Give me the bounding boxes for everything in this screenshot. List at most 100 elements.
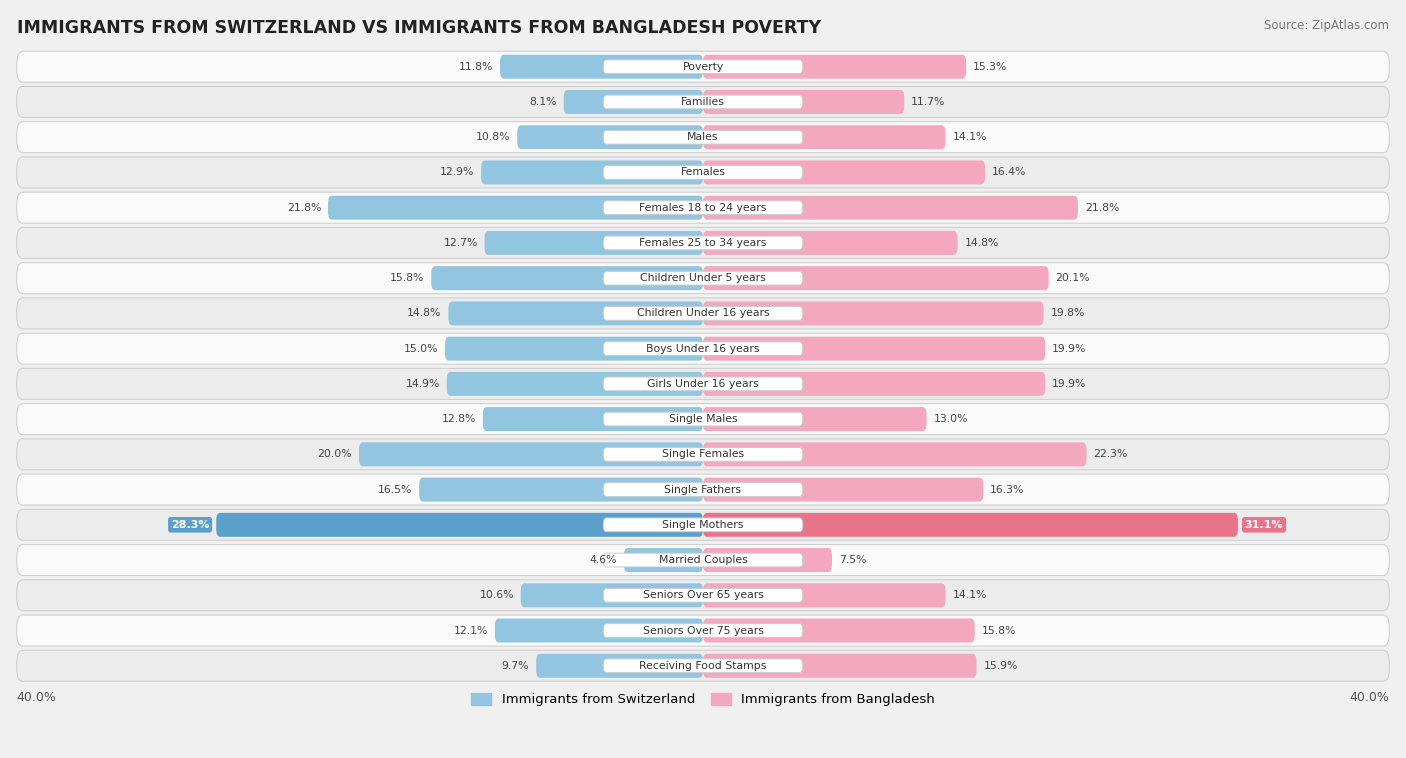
- FancyBboxPatch shape: [359, 443, 703, 466]
- Text: 15.8%: 15.8%: [981, 625, 1017, 635]
- Text: 16.5%: 16.5%: [378, 484, 412, 494]
- FancyBboxPatch shape: [603, 342, 803, 356]
- FancyBboxPatch shape: [703, 654, 977, 678]
- FancyBboxPatch shape: [501, 55, 703, 79]
- FancyBboxPatch shape: [520, 584, 703, 607]
- Text: 40.0%: 40.0%: [1350, 691, 1389, 704]
- Text: 40.0%: 40.0%: [17, 691, 56, 704]
- FancyBboxPatch shape: [703, 513, 1237, 537]
- Text: 15.0%: 15.0%: [404, 343, 439, 354]
- FancyBboxPatch shape: [217, 513, 703, 537]
- FancyBboxPatch shape: [495, 619, 703, 643]
- FancyBboxPatch shape: [447, 372, 703, 396]
- Text: 15.8%: 15.8%: [389, 273, 425, 283]
- FancyBboxPatch shape: [17, 263, 1389, 293]
- FancyBboxPatch shape: [419, 478, 703, 502]
- FancyBboxPatch shape: [703, 478, 983, 502]
- FancyBboxPatch shape: [603, 588, 803, 602]
- FancyBboxPatch shape: [703, 548, 832, 572]
- FancyBboxPatch shape: [603, 271, 803, 285]
- FancyBboxPatch shape: [603, 624, 803, 637]
- Text: 11.7%: 11.7%: [911, 97, 945, 107]
- FancyBboxPatch shape: [17, 122, 1389, 152]
- Text: 11.8%: 11.8%: [458, 61, 494, 72]
- FancyBboxPatch shape: [603, 95, 803, 109]
- Text: Females: Females: [681, 168, 725, 177]
- FancyBboxPatch shape: [17, 157, 1389, 188]
- FancyBboxPatch shape: [703, 372, 1045, 396]
- FancyBboxPatch shape: [17, 52, 1389, 82]
- FancyBboxPatch shape: [603, 447, 803, 461]
- FancyBboxPatch shape: [603, 483, 803, 496]
- FancyBboxPatch shape: [485, 231, 703, 255]
- FancyBboxPatch shape: [603, 165, 803, 180]
- Text: 14.9%: 14.9%: [405, 379, 440, 389]
- Text: Poverty: Poverty: [682, 61, 724, 72]
- Text: 4.6%: 4.6%: [589, 555, 617, 565]
- FancyBboxPatch shape: [703, 196, 1078, 220]
- FancyBboxPatch shape: [481, 161, 703, 184]
- FancyBboxPatch shape: [703, 302, 1043, 325]
- FancyBboxPatch shape: [703, 584, 945, 607]
- Text: Single Males: Single Males: [669, 414, 737, 424]
- Text: 12.1%: 12.1%: [454, 625, 488, 635]
- Text: 15.3%: 15.3%: [973, 61, 1008, 72]
- Text: 21.8%: 21.8%: [287, 202, 321, 213]
- FancyBboxPatch shape: [603, 60, 803, 74]
- Text: Children Under 16 years: Children Under 16 years: [637, 309, 769, 318]
- FancyBboxPatch shape: [603, 377, 803, 390]
- FancyBboxPatch shape: [603, 306, 803, 321]
- Text: 7.5%: 7.5%: [839, 555, 866, 565]
- Text: Married Couples: Married Couples: [658, 555, 748, 565]
- FancyBboxPatch shape: [17, 333, 1389, 364]
- Text: 14.1%: 14.1%: [952, 132, 987, 143]
- Text: 8.1%: 8.1%: [529, 97, 557, 107]
- Text: 16.3%: 16.3%: [990, 484, 1025, 494]
- Text: 12.7%: 12.7%: [443, 238, 478, 248]
- Text: 22.3%: 22.3%: [1094, 449, 1128, 459]
- FancyBboxPatch shape: [703, 125, 945, 149]
- Text: Girls Under 16 years: Girls Under 16 years: [647, 379, 759, 389]
- Text: 10.6%: 10.6%: [479, 590, 513, 600]
- FancyBboxPatch shape: [703, 619, 974, 643]
- Text: 14.8%: 14.8%: [965, 238, 998, 248]
- FancyBboxPatch shape: [17, 368, 1389, 399]
- FancyBboxPatch shape: [517, 125, 703, 149]
- FancyBboxPatch shape: [17, 193, 1389, 223]
- FancyBboxPatch shape: [449, 302, 703, 325]
- Text: Source: ZipAtlas.com: Source: ZipAtlas.com: [1264, 19, 1389, 32]
- Text: Families: Families: [681, 97, 725, 107]
- FancyBboxPatch shape: [703, 55, 966, 79]
- FancyBboxPatch shape: [328, 196, 703, 220]
- FancyBboxPatch shape: [703, 407, 927, 431]
- FancyBboxPatch shape: [603, 201, 803, 215]
- Text: Seniors Over 65 years: Seniors Over 65 years: [643, 590, 763, 600]
- Text: 14.1%: 14.1%: [952, 590, 987, 600]
- Text: Boys Under 16 years: Boys Under 16 years: [647, 343, 759, 354]
- FancyBboxPatch shape: [446, 337, 703, 361]
- FancyBboxPatch shape: [564, 90, 703, 114]
- FancyBboxPatch shape: [603, 130, 803, 144]
- FancyBboxPatch shape: [603, 412, 803, 426]
- Text: Females 25 to 34 years: Females 25 to 34 years: [640, 238, 766, 248]
- Text: 10.8%: 10.8%: [475, 132, 510, 143]
- FancyBboxPatch shape: [482, 407, 703, 431]
- FancyBboxPatch shape: [17, 650, 1389, 681]
- FancyBboxPatch shape: [17, 227, 1389, 258]
- Text: 20.0%: 20.0%: [318, 449, 352, 459]
- FancyBboxPatch shape: [603, 553, 803, 567]
- Text: Children Under 5 years: Children Under 5 years: [640, 273, 766, 283]
- Text: 12.9%: 12.9%: [440, 168, 474, 177]
- FancyBboxPatch shape: [536, 654, 703, 678]
- FancyBboxPatch shape: [17, 298, 1389, 329]
- FancyBboxPatch shape: [703, 90, 904, 114]
- FancyBboxPatch shape: [603, 659, 803, 672]
- FancyBboxPatch shape: [703, 337, 1045, 361]
- FancyBboxPatch shape: [703, 266, 1049, 290]
- Text: 19.9%: 19.9%: [1052, 343, 1087, 354]
- Text: Seniors Over 75 years: Seniors Over 75 years: [643, 625, 763, 635]
- Text: 31.1%: 31.1%: [1244, 520, 1284, 530]
- FancyBboxPatch shape: [624, 548, 703, 572]
- Text: Single Fathers: Single Fathers: [665, 484, 741, 494]
- Text: Single Females: Single Females: [662, 449, 744, 459]
